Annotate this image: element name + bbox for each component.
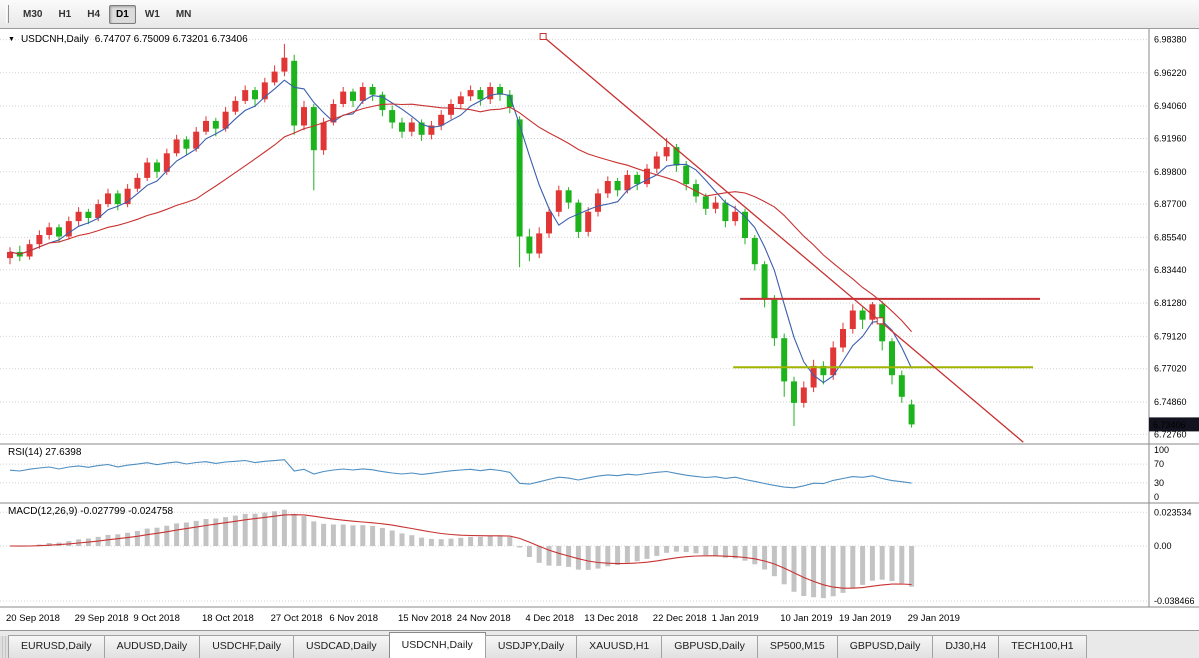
svg-text:0: 0 — [1154, 492, 1159, 502]
svg-text:6.85540: 6.85540 — [1154, 232, 1187, 242]
timeframe-toolbar: M30 H1 H4 D1 W1 MN — [0, 0, 1199, 29]
chart-tabs: EURUSD,Daily AUDUSD,Daily USDCHF,Daily USDC… — [8, 632, 1087, 658]
chart-title: ▼ USDCNH,Daily 6.74707 6.75009 6.73201 6… — [8, 34, 248, 45]
chart-tab-xauusd-h1[interactable]: XAUUSD,H1 — [576, 635, 663, 658]
svg-text:24 Nov 2018: 24 Nov 2018 — [457, 613, 511, 624]
timeframe-button-mn[interactable]: MN — [175, 8, 192, 20]
svg-text:-0.038466: -0.038466 — [1154, 596, 1195, 606]
svg-text:6.77020: 6.77020 — [1154, 364, 1187, 374]
horizontal-line-objects[interactable] — [733, 297, 1040, 369]
chart-tabs-bar: EURUSD,Daily AUDUSD,Daily USDCHF,Daily USDC… — [0, 630, 1199, 658]
candlesticks — [7, 43, 915, 428]
current-price-badge — [1149, 417, 1199, 432]
chart-tab-usdchf-daily[interactable]: USDCHF,Daily — [199, 635, 295, 658]
svg-text:30: 30 — [1154, 478, 1164, 488]
svg-text:15 Nov 2018: 15 Nov 2018 — [398, 613, 452, 624]
svg-text:13 Dec 2018: 13 Dec 2018 — [584, 613, 638, 624]
svg-text:18 Oct 2018: 18 Oct 2018 — [202, 613, 254, 624]
chart-tab-usdcad-daily[interactable]: USDCAD,Daily — [293, 635, 390, 658]
chart-tab-dj30-h4[interactable]: DJ30,H4 — [932, 635, 1000, 658]
svg-text:6.91960: 6.91960 — [1154, 134, 1187, 144]
macd-pane — [0, 509, 1148, 602]
timeframe-button-w1[interactable]: W1 — [144, 8, 160, 20]
chart-tab-gbpusd-daily[interactable]: GBPUSD,Daily — [661, 635, 758, 658]
svg-text:6.94060: 6.94060 — [1154, 101, 1187, 111]
chart-tab-tech100-h1[interactable]: TECH100,H1 — [998, 635, 1087, 658]
chart-tab-audusd-daily[interactable]: AUDUSD,Daily — [103, 635, 201, 658]
svg-text:29 Sep 2018: 29 Sep 2018 — [75, 613, 129, 624]
timeframe-button-m30[interactable]: M30 — [23, 8, 43, 20]
svg-text:6.87700: 6.87700 — [1154, 199, 1187, 209]
rsi-pane — [0, 459, 1148, 489]
price-axis[interactable]: 6.98380 6.96220 6.94060 6.91960 6.89800 6.877… — [1149, 35, 1199, 606]
svg-text:1 Jan 2019: 1 Jan 2019 — [712, 613, 759, 624]
moving-averages — [9, 79, 913, 384]
svg-text:10 Jan 2019: 10 Jan 2019 — [780, 613, 832, 624]
price-chart-svg[interactable]: 6.98380 6.96220 6.94060 6.91960 6.89800 6.877… — [0, 29, 1199, 630]
macd-indicator-label: MACD(12,26,9) -0.027799 -0.024758 — [8, 506, 174, 517]
rsi-indicator-label: RSI(14) 27.6398 — [8, 447, 82, 458]
chart-tab-usdjpy-daily[interactable]: USDJPY,Daily — [484, 635, 578, 658]
svg-text:6.89800: 6.89800 — [1154, 167, 1187, 177]
svg-text:27 Oct 2018: 27 Oct 2018 — [271, 613, 323, 624]
svg-text:4 Dec 2018: 4 Dec 2018 — [525, 613, 574, 624]
svg-text:6.96220: 6.96220 — [1154, 68, 1187, 78]
time-axis[interactable]: 20 Sep 2018 29 Sep 2018 9 Oct 2018 18 Oct 2… — [6, 613, 960, 624]
chart-tab-gbpusd-daily[interactable]: GBPUSD,Daily — [836, 635, 934, 658]
chart-tab-sp500-m15[interactable]: SP500,M15 — [756, 635, 838, 658]
symbol-dropdown-icon[interactable]: ▼ — [8, 36, 15, 43]
svg-text:100: 100 — [1154, 445, 1169, 455]
svg-text:70: 70 — [1154, 459, 1164, 469]
svg-text:6.73406: 6.73406 — [1153, 420, 1186, 430]
price-grid — [0, 39, 1148, 435]
timeframe-button-h1[interactable]: H1 — [58, 8, 72, 20]
svg-text:6 Nov 2018: 6 Nov 2018 — [329, 613, 378, 624]
descending-trendline[interactable] — [539, 33, 1024, 443]
svg-text:6.81280: 6.81280 — [1154, 298, 1187, 308]
chart-symbol-label: USDCNH,Daily — [20, 34, 89, 45]
svg-text:6.98380: 6.98380 — [1154, 35, 1187, 45]
chart-ohlc-values: 6.74707 6.75009 6.73201 6.73406 — [94, 34, 248, 45]
svg-text:6.74860: 6.74860 — [1154, 397, 1187, 407]
svg-text:0.00: 0.00 — [1154, 541, 1172, 551]
pane-separators — [0, 29, 1199, 608]
timeframe-buttons: M30 H1 H4 D1 W1 MN — [15, 4, 199, 24]
chart-tab-eurusd-daily[interactable]: EURUSD,Daily — [8, 635, 105, 658]
chart-tab-usdcnh-daily[interactable]: USDCNH,Daily — [388, 632, 486, 658]
svg-text:6.83440: 6.83440 — [1154, 265, 1187, 275]
svg-text:0.023534: 0.023534 — [1154, 507, 1192, 517]
svg-text:9 Oct 2018: 9 Oct 2018 — [133, 613, 179, 624]
svg-text:29 Jan 2019: 29 Jan 2019 — [908, 613, 960, 624]
timeframe-button-d1[interactable]: D1 — [109, 4, 136, 24]
chart-area[interactable]: 6.98380 6.96220 6.94060 6.91960 6.89800 6.877… — [0, 29, 1199, 630]
svg-text:19 Jan 2019: 19 Jan 2019 — [839, 613, 891, 624]
svg-text:20 Sep 2018: 20 Sep 2018 — [6, 613, 60, 624]
svg-text:6.72760: 6.72760 — [1154, 429, 1187, 439]
timeframe-button-h4[interactable]: H4 — [87, 8, 101, 20]
svg-text:22 Dec 2018: 22 Dec 2018 — [653, 613, 707, 624]
svg-text:6.79120: 6.79120 — [1154, 331, 1187, 341]
toolbar-grip[interactable] — [6, 5, 9, 23]
